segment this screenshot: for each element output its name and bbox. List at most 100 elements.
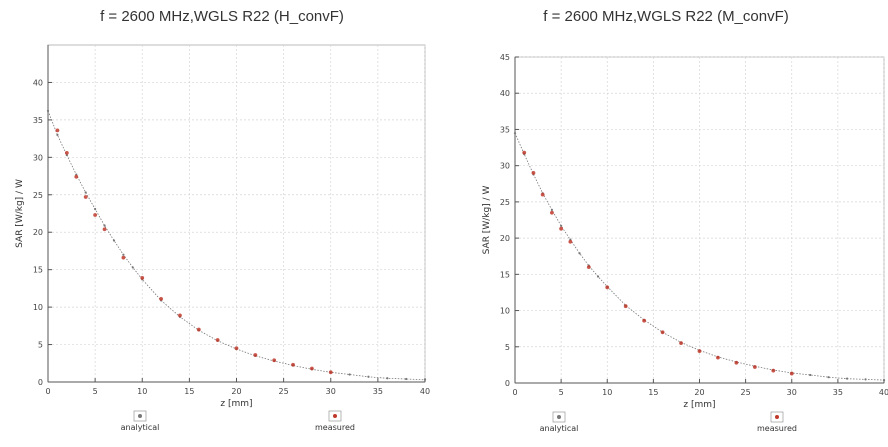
data-point-measured (140, 276, 145, 280)
data-point-measured (697, 349, 702, 354)
data-point-analytical (348, 373, 351, 376)
x-tick-label: 25 (279, 387, 289, 396)
x-tick-label: 5 (559, 388, 564, 397)
data-point-measured (328, 370, 333, 375)
chart-panel-right: f = 2600 MHz,WGLS R22 (M_convF) 0 5 10 15 20… (444, 0, 888, 447)
data-point-measured (605, 285, 610, 290)
data-point-measured (272, 358, 277, 363)
y-tick-label: 30 (33, 153, 43, 162)
legend-label: analytical (121, 423, 160, 432)
x-tick-label: 30 (326, 387, 336, 396)
data-point-measured (771, 368, 776, 373)
y-tick-label: 25 (33, 191, 43, 200)
x-tick-label: 15 (648, 388, 658, 397)
data-point-measured (215, 338, 220, 342)
data-point-analytical (882, 379, 886, 382)
data-point-analytical (84, 191, 87, 194)
data-point-measured (568, 239, 573, 244)
chart-svg-left: 0 5 10 15 20 25 30 35 40 0 5 10 15 20 25 30 35 40 z [mm] SA… (15, 44, 430, 432)
x-tick-label: 15 (184, 387, 194, 396)
y-tick-label: 0 (38, 378, 43, 387)
data-point-measured (752, 365, 757, 369)
x-tick-label: 0 (512, 388, 517, 397)
data-point-measured (159, 296, 164, 301)
data-point-analytical (56, 133, 59, 136)
x-axis-label: z [mm] (683, 400, 715, 410)
y-tick-label: 10 (33, 303, 43, 312)
data-point-measured (83, 195, 88, 199)
y-axis-label: SAR [W/kg] / W (482, 186, 492, 255)
data-point-analytical (405, 377, 408, 381)
data-point-measured (178, 313, 182, 318)
legend-marker (138, 414, 142, 418)
data-point-analytical (46, 109, 50, 113)
x-axis-label: z [mm] (220, 399, 252, 409)
data-point-measured (642, 318, 647, 323)
data-point-analytical (846, 377, 849, 380)
data-point-measured (522, 150, 527, 155)
data-point-measured (64, 150, 69, 155)
data-point-measured (623, 304, 628, 309)
data-point-measured (559, 226, 564, 231)
data-point-measured (716, 355, 720, 360)
data-point-measured (531, 171, 536, 175)
chart-title: f = 2600 MHz,WGLS R22 (H_convF) (100, 8, 344, 25)
y-tick-label: 25 (500, 198, 510, 207)
data-point-analytical (578, 252, 581, 255)
data-point-analytical (513, 131, 517, 135)
x-tick-label: 20 (694, 388, 704, 397)
data-point-measured (660, 330, 665, 335)
y-tick-label: 20 (500, 234, 510, 243)
legend-marker (333, 414, 337, 418)
data-point-measured (196, 327, 201, 332)
data-point-measured (679, 341, 683, 346)
y-axis-label: SAR [W/kg] / W (15, 179, 25, 248)
data-point-measured (734, 360, 739, 365)
x-tick-label: 30 (787, 388, 797, 397)
data-point-measured (789, 371, 794, 376)
data-point-measured (74, 174, 79, 179)
data-point-measured (102, 227, 107, 232)
chart-panel-left: f = 2600 MHz,WGLS R22 (H_convF) 0 5 10 15 20… (15, 8, 430, 432)
y-tick-label: 15 (500, 270, 510, 279)
data-point-analytical (386, 377, 389, 380)
data-point-analytical (122, 253, 125, 256)
data-point-measured (291, 362, 295, 367)
data-point-analytical (560, 224, 563, 227)
data-point-analytical (864, 378, 867, 381)
x-tick-label: 40 (879, 388, 888, 397)
data-point-measured (93, 213, 98, 217)
data-point-analytical (423, 378, 427, 381)
legend-marker (557, 415, 561, 419)
data-point-analytical (809, 373, 812, 377)
x-tick-label: 10 (602, 388, 612, 397)
y-tick-label: 45 (500, 53, 510, 62)
x-tick-label: 20 (231, 387, 241, 396)
x-tick-label: 10 (137, 387, 147, 396)
y-tick-label: 15 (33, 266, 43, 275)
x-tick-label: 0 (45, 387, 50, 396)
legend-label: measured (757, 424, 797, 433)
y-tick-label: 20 (33, 228, 43, 237)
y-tick-label: 5 (38, 341, 43, 350)
data-point-analytical (827, 376, 830, 379)
data-point-analytical (550, 208, 553, 211)
legend-marker (775, 415, 779, 419)
data-point-measured (586, 265, 591, 269)
y-tick-label: 40 (500, 89, 510, 98)
data-point-measured (310, 366, 314, 371)
data-point-measured (234, 346, 239, 351)
chart-title: f = 2600 MHz,WGLS R22 (M_convF) (543, 8, 789, 25)
x-tick-label: 5 (93, 387, 98, 396)
data-point-analytical (131, 266, 134, 269)
data-point-analytical (367, 375, 370, 378)
y-tick-label: 0 (505, 379, 510, 388)
x-tick-label: 35 (833, 388, 843, 397)
plot-frame (514, 56, 885, 384)
y-tick-label: 10 (500, 307, 510, 316)
data-point-analytical (94, 207, 97, 211)
x-tick-label: 35 (373, 387, 383, 396)
chart-svg-right: 0 5 10 15 20 25 30 35 40 0 5 10 15 20 25 30 35 40 45 z [mm]… (482, 53, 888, 433)
data-point-measured (55, 128, 60, 133)
y-tick-label: 40 (33, 78, 43, 87)
